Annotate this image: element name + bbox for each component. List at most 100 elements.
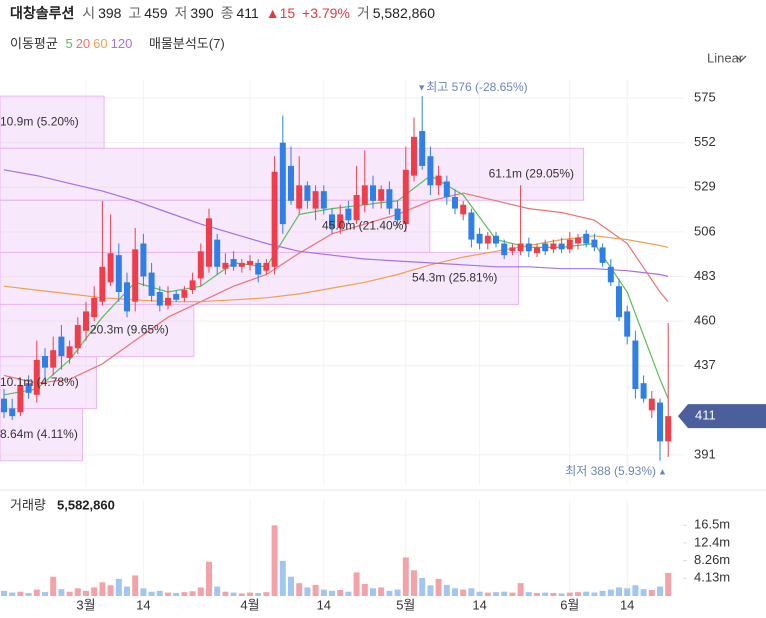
max-annotation: 최고 576 (-28.65%)	[426, 80, 527, 94]
volume-bar	[132, 575, 139, 596]
candle-body	[247, 260, 253, 265]
profile-box	[0, 356, 97, 410]
volume-bar	[411, 570, 417, 596]
volume-total: 5,582,860	[57, 497, 115, 512]
candle-body	[460, 204, 467, 215]
volume-bar	[361, 584, 368, 596]
value: 5,582,860	[372, 5, 435, 21]
volume-bar	[74, 588, 81, 596]
candle-body	[263, 262, 270, 271]
candle-body	[156, 292, 163, 306]
volume-bar	[279, 560, 286, 596]
candle-body	[509, 247, 516, 252]
candle-body	[173, 293, 180, 300]
volume-bar	[566, 592, 573, 596]
change-pct: +3.79%	[302, 5, 350, 21]
volume-bar	[263, 592, 270, 596]
candle-body	[25, 383, 32, 393]
volume-bar	[443, 584, 450, 596]
candle-body	[435, 175, 442, 186]
volume-bar	[353, 572, 360, 596]
legend-title: 이동평균	[10, 36, 58, 51]
candle-body	[222, 262, 229, 269]
label: 고	[128, 5, 142, 21]
candle-body	[214, 239, 221, 267]
label: 거	[356, 5, 370, 21]
candle-body	[17, 385, 24, 413]
profile-label: 8.64m (4.11%)	[0, 427, 78, 441]
moving-average	[3, 169, 669, 278]
volume-bar	[206, 561, 212, 596]
volume-bar	[370, 588, 376, 596]
profile-label: 10.9m (5.20%)	[0, 114, 79, 128]
volume-bar	[9, 592, 16, 596]
volume-bar	[648, 590, 655, 596]
chevron	[735, 55, 747, 62]
ma-legend: 5 20 60 120	[65, 36, 135, 51]
up-arrow: ▲	[265, 5, 280, 21]
volume-bar	[214, 586, 221, 596]
legend-entry: 60	[93, 36, 108, 51]
volume-bar	[156, 590, 163, 596]
stock-name: 대창솔루션	[10, 5, 75, 21]
scale-button: Linear	[707, 50, 744, 65]
volume-bar	[312, 584, 319, 596]
candle-body	[304, 185, 311, 201]
y-tick-label: 506	[694, 223, 716, 238]
candle-body	[140, 243, 147, 277]
y-tick-label: 460	[694, 313, 716, 328]
legend-entry: 120	[110, 36, 133, 51]
candle-body	[165, 297, 171, 306]
volume-bar	[509, 592, 516, 596]
volume-bar	[607, 589, 614, 596]
candle-body	[657, 402, 663, 442]
candle-body	[484, 235, 491, 244]
candle-body	[58, 336, 65, 357]
value: 411	[236, 5, 259, 21]
y-tick-label: 575	[694, 89, 716, 104]
change: 15	[279, 5, 296, 21]
volume-bar	[337, 590, 344, 596]
candle-body	[575, 237, 581, 244]
volume-bar	[17, 591, 24, 596]
profile-label: 20.3m (9.65%)	[90, 323, 169, 337]
profile-label: 54.3m (25.81%)	[412, 271, 497, 285]
candle-body	[1, 398, 7, 413]
volume-bar	[247, 592, 253, 596]
candle-body	[50, 350, 57, 368]
candle-body	[124, 282, 130, 312]
volume-title: 거래량	[10, 497, 46, 512]
volume-bar	[222, 591, 229, 596]
label: 저	[174, 5, 188, 21]
x-tick-label: 5월	[396, 597, 415, 612]
candle-body	[591, 239, 598, 248]
volume-bar	[394, 589, 401, 596]
candle-body	[99, 266, 106, 302]
min-marker: ▲	[658, 466, 667, 476]
y-tick-label: 391	[694, 446, 716, 461]
candle-body	[378, 189, 385, 201]
volume-bar	[255, 593, 262, 596]
volume-bar	[632, 585, 639, 596]
candle-body	[525, 243, 532, 252]
candle-body	[599, 247, 606, 263]
volume-bar	[115, 578, 122, 596]
candle-body	[148, 272, 155, 296]
legend-entry: 20	[75, 36, 91, 51]
volume-bar	[427, 585, 434, 596]
x-tick-label: 3월	[76, 597, 95, 612]
candle-body	[452, 196, 458, 209]
y-tick-label: 8.26m	[694, 552, 730, 567]
volume-bar	[525, 592, 532, 596]
profile-toggle[interactable]: 매물분석도(7)	[148, 36, 225, 51]
min-annotation: 최저 388 (5.93%)	[565, 464, 656, 478]
volume-bar	[476, 591, 483, 596]
y-tick-label: 16.5m	[694, 517, 730, 532]
volume-bar	[452, 588, 458, 596]
volume-bar	[501, 591, 508, 596]
volume-bar	[616, 587, 622, 596]
y-tick-label: 4.13m	[694, 570, 730, 585]
candle-body	[665, 416, 672, 442]
profile-label: 10.1m (4.78%)	[0, 375, 79, 389]
